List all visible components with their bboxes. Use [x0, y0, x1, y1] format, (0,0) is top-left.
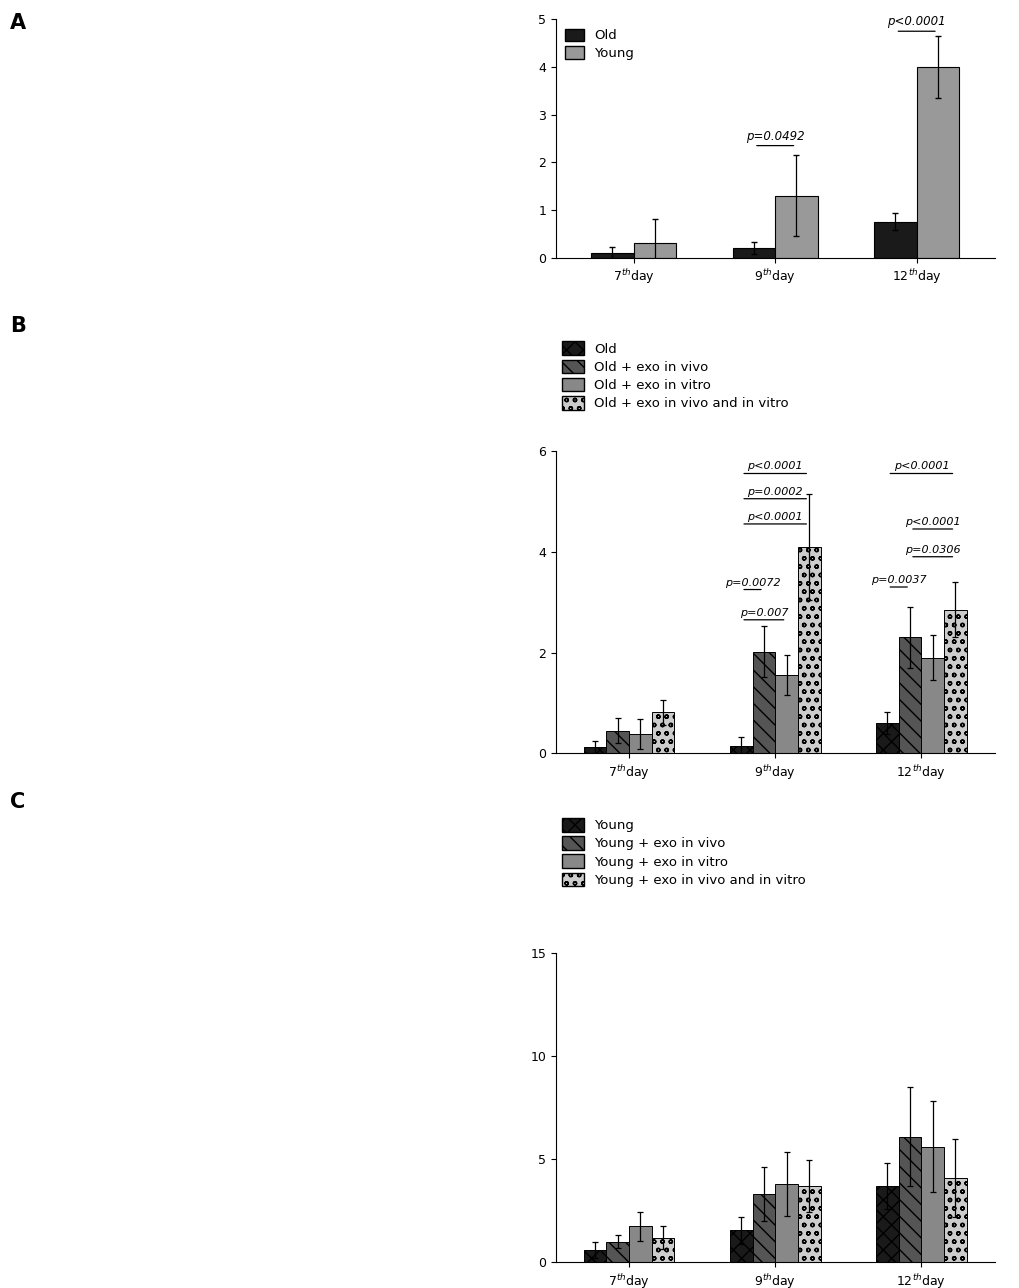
Legend: Young, Young + exo in vivo, Young + exo in vitro, Young + exo in vivo and in vit: Young, Young + exo in vivo, Young + exo …: [561, 818, 805, 886]
Bar: [752, 652, 774, 753]
Legend: Old, Young: Old, Young: [561, 26, 636, 63]
Bar: [875, 1186, 898, 1262]
Bar: [774, 196, 817, 258]
Bar: [730, 1230, 752, 1262]
Y-axis label: The area of sprouts/mm$^{2}$: The area of sprouts/mm$^{2}$: [516, 64, 535, 213]
Bar: [605, 1242, 629, 1262]
Text: p=0.0072: p=0.0072: [725, 577, 780, 587]
Bar: [774, 675, 797, 753]
Text: p=0.007: p=0.007: [739, 608, 788, 618]
Bar: [944, 1177, 966, 1262]
Y-axis label: The area of sprouts/mm$^{2}$: The area of sprouts/mm$^{2}$: [507, 1034, 527, 1181]
Bar: [873, 222, 916, 258]
Text: p<0.0001: p<0.0001: [893, 461, 949, 471]
Bar: [651, 1238, 674, 1262]
Text: p<0.0001: p<0.0001: [904, 516, 960, 527]
Bar: [898, 1136, 920, 1262]
Bar: [651, 712, 674, 753]
Bar: [633, 243, 676, 258]
Text: B: B: [10, 316, 26, 336]
Legend: Old, Old + exo in vivo, Old + exo in vitro, Old + exo in vivo and in vitro: Old, Old + exo in vivo, Old + exo in vit…: [561, 341, 788, 410]
Bar: [898, 638, 920, 753]
Bar: [920, 1146, 944, 1262]
Y-axis label: The area of sprouts/mm$^{2}$: The area of sprouts/mm$^{2}$: [516, 528, 535, 676]
Text: p<0.0001: p<0.0001: [887, 15, 945, 28]
Text: p=0.0037: p=0.0037: [870, 574, 925, 585]
Bar: [629, 1226, 651, 1262]
Bar: [583, 1249, 605, 1262]
Text: p=0.0002: p=0.0002: [747, 487, 802, 497]
Bar: [797, 1186, 819, 1262]
Bar: [774, 1184, 797, 1262]
Bar: [752, 1194, 774, 1262]
Bar: [732, 249, 774, 258]
Bar: [591, 252, 633, 258]
Bar: [944, 609, 966, 753]
Text: p<0.0001: p<0.0001: [747, 461, 802, 471]
Bar: [605, 730, 629, 753]
Text: A: A: [10, 13, 26, 33]
Text: p=0.0306: p=0.0306: [904, 545, 960, 555]
Text: p<0.0001: p<0.0001: [747, 511, 802, 522]
Bar: [629, 734, 651, 753]
Bar: [583, 747, 605, 753]
Bar: [730, 746, 752, 753]
Bar: [875, 724, 898, 753]
Text: p=0.0492: p=0.0492: [745, 130, 804, 143]
Text: C: C: [10, 792, 25, 813]
Bar: [916, 67, 958, 258]
Bar: [797, 546, 819, 753]
Bar: [920, 658, 944, 753]
